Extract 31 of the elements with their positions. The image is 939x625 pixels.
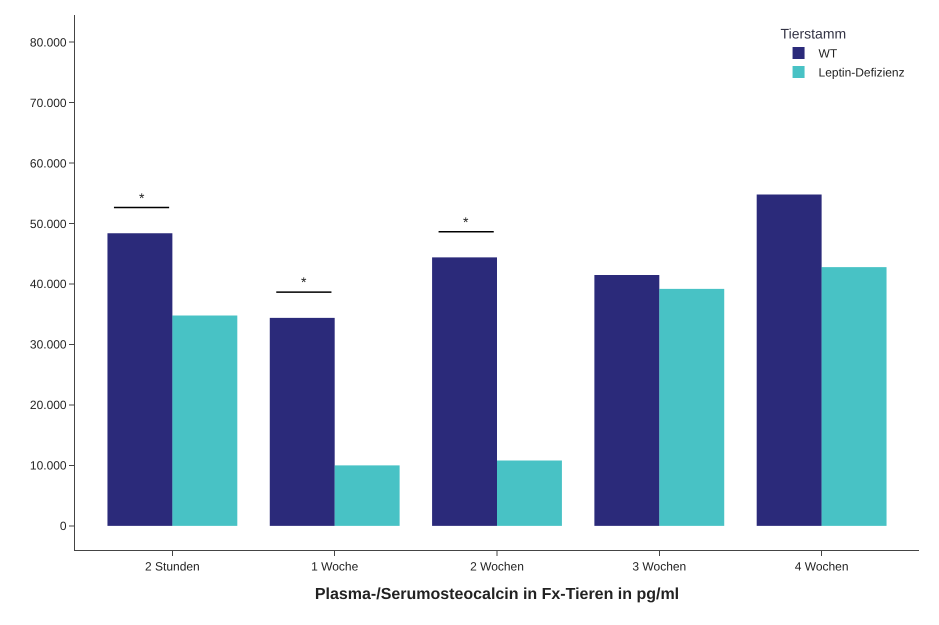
x-tick-label: 2 Stunden — [145, 559, 200, 574]
y-tick-label: 70.000 — [30, 96, 67, 110]
bar — [172, 315, 238, 526]
x-axis-title: Plasma-/Serumosteocalcin in Fx-Tieren in pg/ml — [314, 586, 680, 604]
annotation: * — [139, 190, 145, 206]
bar — [659, 288, 724, 526]
bar — [334, 465, 400, 526]
y-tick-label: 50.000 — [30, 216, 67, 231]
y-tick-label: 80.000 — [30, 35, 67, 50]
annotation: * — [301, 274, 307, 290]
bar — [497, 460, 562, 526]
x-tick-label: 3 Wochen — [632, 559, 686, 574]
y-tick-label: 30.000 — [30, 338, 67, 352]
bar — [270, 318, 335, 526]
y-tick-label: 20.000 — [30, 398, 67, 412]
bar — [432, 257, 497, 526]
x-tick-label: 2 Wochen — [470, 559, 524, 574]
bar — [822, 267, 887, 526]
x-tick-label: 1 Woche — [311, 559, 359, 574]
bar — [594, 274, 660, 526]
bar — [107, 233, 172, 526]
y-tick-label: 60.000 — [30, 156, 67, 170]
bar — [756, 194, 822, 526]
annotation: * — [463, 214, 469, 230]
legend-label: WT — [818, 46, 838, 61]
x-tick-label: 4 Wochen — [794, 559, 849, 574]
legend-label: Leptin-Defizienz — [818, 66, 905, 80]
y-tick-label: 10.000 — [30, 458, 67, 473]
y-tick-label: 0 — [60, 519, 67, 534]
y-tick-label: 40.000 — [30, 277, 67, 292]
legend-title: Tierstamm — [780, 26, 846, 42]
